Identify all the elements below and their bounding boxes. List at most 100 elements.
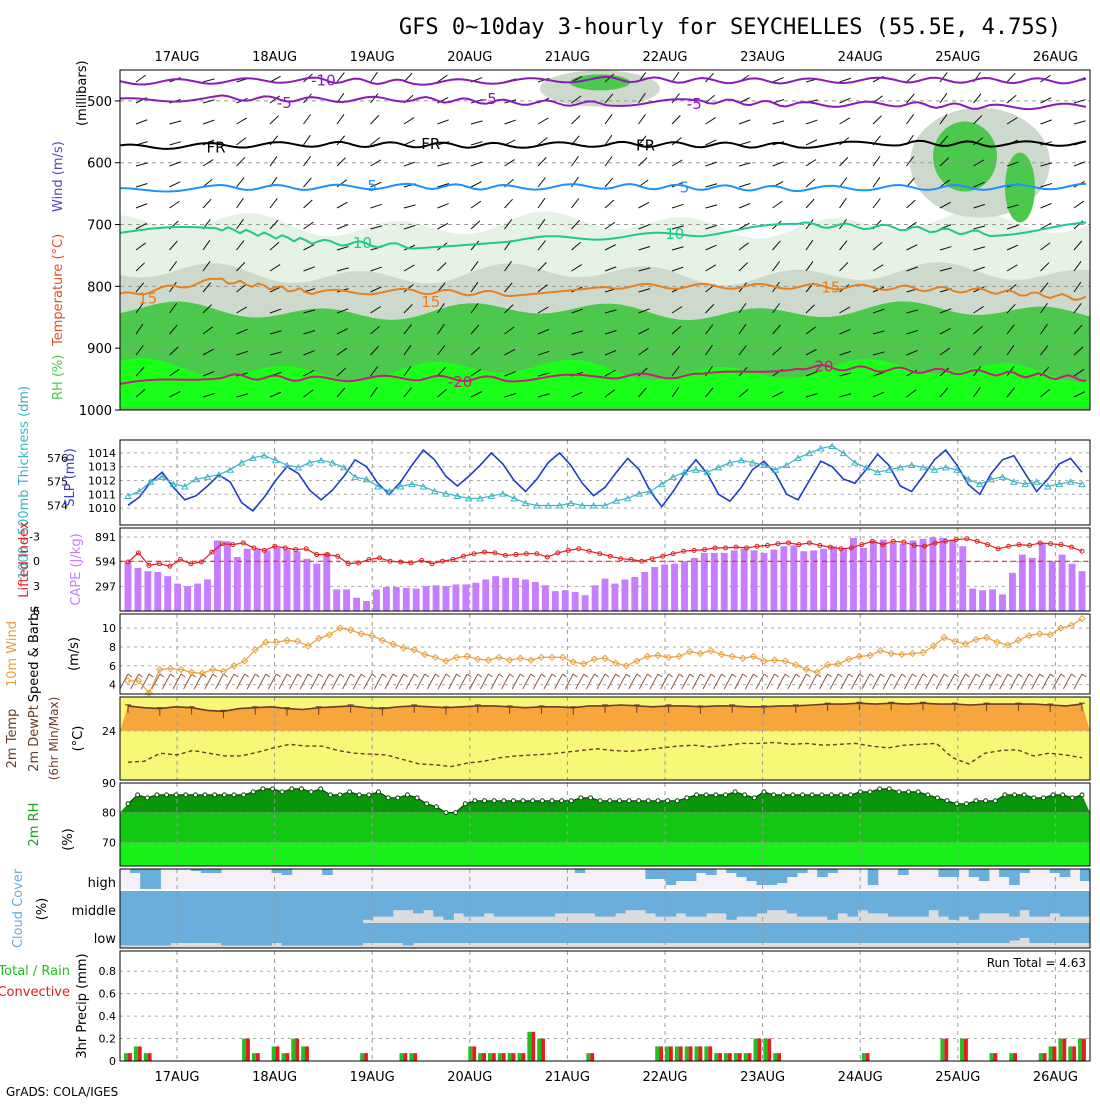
cloud-cell-middle <box>594 891 606 917</box>
date-tick-bottom: 19AUG <box>350 1070 395 1085</box>
cloud-cell-middle <box>453 891 465 914</box>
wind-barb <box>805 261 814 272</box>
li-point <box>586 548 592 554</box>
rh-point <box>655 798 661 804</box>
y-tick-label: 1000 <box>79 404 112 419</box>
cape-bar <box>333 589 341 611</box>
wind-barb <box>504 119 517 125</box>
wind-barb <box>839 97 851 104</box>
wind-barb <box>522 673 536 690</box>
thickness-point <box>771 466 780 473</box>
wind-barb <box>829 673 843 690</box>
credit-label: GrADS: COLA/IGES <box>6 1085 118 1099</box>
precip-bg <box>120 951 1090 1061</box>
wind-barb <box>504 198 513 209</box>
wind-barb <box>336 328 348 335</box>
wind-barb <box>403 117 415 125</box>
wind-barb <box>236 673 249 690</box>
cape-bar <box>502 577 510 611</box>
cloud-cell-low <box>443 923 454 943</box>
thickness-point <box>850 459 859 466</box>
wind-barb <box>336 267 349 272</box>
wind-barb <box>805 371 818 377</box>
cape-bar <box>840 547 847 611</box>
wind-barb <box>336 157 346 167</box>
rh-point <box>703 792 709 798</box>
li-point <box>660 553 666 559</box>
wind-barb <box>571 264 582 272</box>
wind-barb <box>448 673 461 690</box>
minmax-bar <box>220 709 227 719</box>
wind-barb <box>236 218 244 230</box>
cloud-cell-high <box>322 869 333 875</box>
li-point <box>869 538 875 544</box>
rh-tick-label: 70 <box>102 836 116 849</box>
wind-barb <box>537 218 546 230</box>
wind-barb <box>973 137 984 146</box>
wind-barb <box>766 673 779 690</box>
wind-point <box>262 638 270 646</box>
li-point <box>219 541 225 547</box>
wind-barb <box>202 119 215 125</box>
wind-point <box>1067 621 1076 630</box>
minmax-bar <box>951 702 958 712</box>
rh-point <box>963 801 969 807</box>
wind-barb <box>705 161 718 167</box>
rh-point <box>501 798 507 804</box>
thickness-point <box>907 461 916 469</box>
li-point <box>911 542 917 548</box>
precip-total-bar <box>497 1053 502 1061</box>
wind-barb <box>1006 387 1015 398</box>
li-point <box>974 538 980 544</box>
li-point <box>188 561 194 567</box>
wind-barb <box>537 328 550 335</box>
wind-barb <box>269 351 282 356</box>
cape-bar <box>969 588 977 611</box>
wind-barb <box>303 156 312 167</box>
wind-barb <box>705 117 716 125</box>
minmax-bar <box>411 704 418 713</box>
cloud-cell-low <box>898 923 909 943</box>
cape-bar <box>720 552 728 611</box>
li-point <box>429 561 435 567</box>
wind-barb <box>363 673 377 690</box>
slp-tick-label: 1010 <box>88 502 116 515</box>
cape-bar <box>631 576 639 611</box>
wind-barb <box>469 673 483 690</box>
cape-bar <box>929 537 937 611</box>
wind-barb <box>671 366 680 377</box>
thickness-point <box>726 459 734 466</box>
precip-conv-bar <box>757 1038 762 1061</box>
wind-barb <box>504 219 513 230</box>
cloud-cell-high <box>786 869 798 877</box>
wind-barb <box>246 673 260 690</box>
cloud-cell-middle <box>210 891 222 923</box>
li-point <box>628 557 634 563</box>
wind-barb <box>336 224 349 230</box>
upper-ylabel-part: RH (%) <box>51 355 66 400</box>
wind-point <box>887 649 895 658</box>
wind-barb <box>169 161 181 167</box>
wind-barb <box>893 673 907 690</box>
wind-barb <box>935 673 949 690</box>
wind-barb <box>604 114 613 125</box>
rh-point <box>713 792 719 798</box>
li-point <box>502 552 508 558</box>
cape-bar <box>790 545 798 611</box>
cloud-cell-middle <box>1029 891 1040 917</box>
cape-bar <box>432 585 440 611</box>
date-tick-bottom: 17AUG <box>154 1070 199 1085</box>
thickness-point <box>975 480 984 488</box>
cloud-cell-high <box>726 869 737 873</box>
axis-label: 10m Wind <box>5 621 20 687</box>
wind-barb <box>537 240 546 251</box>
thickness-point <box>623 494 632 502</box>
wind-barb <box>1006 244 1019 251</box>
wind-barb <box>543 673 557 690</box>
cloud-cell-low <box>827 923 838 943</box>
wind-barb <box>1040 97 1052 104</box>
axis-label: (m/s) <box>67 637 82 671</box>
wind-barb <box>135 222 147 230</box>
rh-band-high <box>120 788 1090 813</box>
cloud-cell-low <box>776 923 788 943</box>
